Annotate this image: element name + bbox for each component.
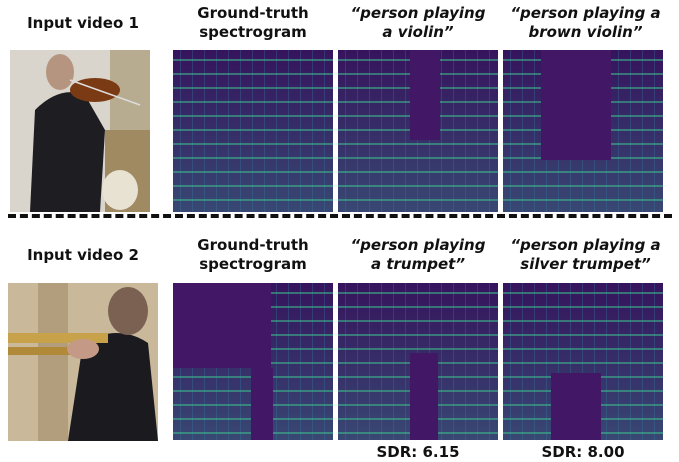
header-line: “person playing a bbox=[510, 236, 661, 254]
spectrogram bbox=[338, 50, 498, 212]
header-line: spectrogram bbox=[199, 255, 307, 273]
header-line: silver trumpet” bbox=[520, 255, 651, 273]
separator bbox=[8, 214, 672, 218]
video-frame bbox=[8, 283, 158, 441]
spectrogram bbox=[338, 283, 498, 440]
video-frame bbox=[10, 50, 150, 212]
header-line: brown violin” bbox=[528, 23, 643, 41]
spectrogram-region bbox=[551, 373, 601, 440]
header-line: “person playing bbox=[350, 4, 486, 22]
query-header: “person playing a trumpet” bbox=[338, 236, 498, 274]
gt-header: Ground-truth spectrogram bbox=[173, 4, 333, 42]
header-line: “person playing bbox=[350, 236, 486, 254]
header-line: Ground-truth bbox=[197, 236, 309, 254]
spectrogram bbox=[503, 50, 663, 212]
spectrogram-region bbox=[173, 283, 271, 368]
header-line: Ground-truth bbox=[197, 4, 309, 22]
gt-header: Ground-truth spectrogram bbox=[173, 236, 333, 274]
sdr-score: SDR: 6.15 bbox=[376, 443, 460, 461]
header-line: a violin” bbox=[382, 23, 454, 41]
header-line: spectrogram bbox=[199, 23, 307, 41]
header-line: a trumpet” bbox=[371, 255, 465, 273]
input-label: Input video 2 bbox=[27, 246, 139, 264]
header-line: “person playing a bbox=[510, 4, 661, 22]
input-label: Input video 1 bbox=[27, 14, 139, 32]
query-header: “person playing a silver trumpet” bbox=[503, 236, 668, 274]
sdr-score: SDR: 8.00 bbox=[541, 443, 625, 461]
spectrogram-region bbox=[410, 50, 440, 140]
spectrogram bbox=[173, 283, 333, 440]
spectrogram bbox=[173, 50, 333, 212]
query-header: “person playing a violin” bbox=[338, 4, 498, 42]
spectrogram-region bbox=[541, 50, 611, 160]
spectrogram-region bbox=[251, 368, 273, 440]
spectrogram-region bbox=[410, 353, 438, 440]
spectrogram bbox=[503, 283, 663, 440]
query-header: “person playing a brown violin” bbox=[503, 4, 668, 42]
